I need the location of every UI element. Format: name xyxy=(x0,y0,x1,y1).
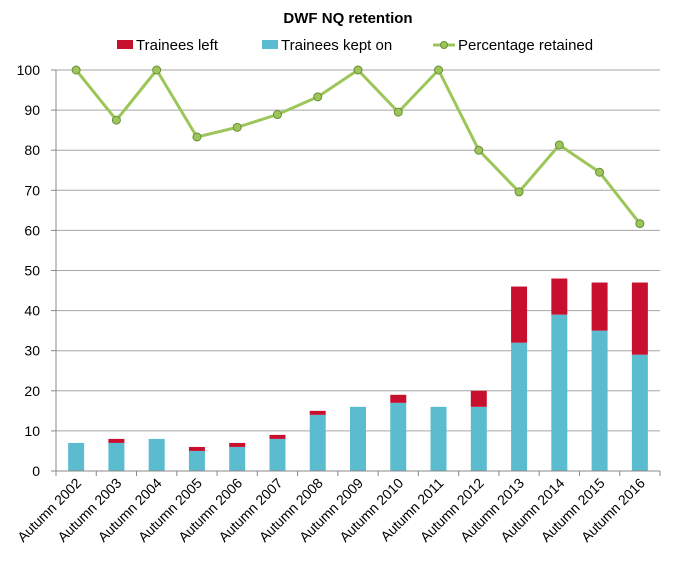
legend-label-trainees-left: Trainees left xyxy=(136,37,219,54)
y-tick-label: 60 xyxy=(24,222,40,238)
legend-swatch-trainees-left xyxy=(117,40,133,49)
percentage-point xyxy=(111,115,121,125)
bar-trainees-kept-on xyxy=(309,414,326,471)
y-tick-label: 40 xyxy=(24,303,40,319)
y-tick-label: 80 xyxy=(24,142,40,158)
legend-item-percentage-retained: Percentage retained xyxy=(433,37,593,54)
bar-trainees-left xyxy=(591,282,608,331)
percentage-point xyxy=(595,167,605,177)
percentage-point xyxy=(71,65,81,75)
y-tick-label: 0 xyxy=(32,463,40,479)
bar-trainees-left xyxy=(511,286,528,343)
legend-label-trainees-kept-on: Trainees kept on xyxy=(281,37,392,54)
bar-trainees-kept-on xyxy=(511,342,528,471)
percentage-point xyxy=(635,219,645,229)
bar-trainees-left xyxy=(269,434,286,439)
chart-title: DWF NQ retention xyxy=(283,10,412,27)
percentage-point xyxy=(393,107,403,117)
y-tick-label: 20 xyxy=(24,383,40,399)
y-tick-label: 100 xyxy=(17,62,41,78)
bar-trainees-kept-on xyxy=(470,406,487,471)
percentage-point xyxy=(192,132,202,142)
legend: Trainees left Trainees kept on Percentag… xyxy=(117,37,593,54)
percentage-point xyxy=(232,122,242,132)
bar-trainees-kept-on xyxy=(591,330,608,471)
bar-trainees-left xyxy=(390,394,407,403)
bar-trainees-left xyxy=(188,446,205,451)
percentage-point xyxy=(313,92,323,102)
bar-trainees-kept-on xyxy=(390,402,407,471)
legend-marker-percentage-retained xyxy=(440,41,448,49)
legend-label-percentage-retained: Percentage retained xyxy=(458,37,593,54)
legend-swatch-trainees-kept-on xyxy=(262,40,278,49)
bar-trainees-kept-on xyxy=(188,450,205,471)
bar-trainees-left xyxy=(309,410,326,415)
bar-trainees-left xyxy=(108,438,125,443)
y-tick-label: 30 xyxy=(24,343,40,359)
bar-trainees-kept-on xyxy=(108,442,125,471)
percentage-line-layer xyxy=(71,65,645,229)
legend-item-trainees-left: Trainees left xyxy=(117,37,219,54)
bar-trainees-left xyxy=(631,282,648,355)
bar-trainees-kept-on xyxy=(430,406,447,471)
bar-trainees-left xyxy=(229,442,246,447)
bar-trainees-kept-on xyxy=(68,442,85,471)
percentage-point xyxy=(434,65,444,75)
bar-trainees-kept-on xyxy=(229,446,246,471)
percentage-point xyxy=(554,140,564,150)
bars xyxy=(68,278,648,471)
gridlines xyxy=(56,69,660,432)
y-tick-label: 90 xyxy=(24,102,40,118)
y-tick-label: 70 xyxy=(24,182,40,198)
bar-trainees-left xyxy=(551,278,568,315)
legend-item-trainees-kept-on: Trainees kept on xyxy=(262,37,392,54)
percentage-point xyxy=(272,110,282,120)
bar-trainees-kept-on xyxy=(269,438,286,471)
y-tick-label: 10 xyxy=(24,423,40,439)
percentage-point xyxy=(152,65,162,75)
percentage-point xyxy=(353,65,363,75)
bar-trainees-kept-on xyxy=(148,438,165,471)
percentage-point xyxy=(514,187,524,197)
bar-trainees-left xyxy=(470,390,487,407)
bar-trainees-kept-on xyxy=(631,354,648,471)
y-axis: 0 10 20 30 40 50 60 70 80 90 100 xyxy=(17,62,57,479)
bar-trainees-kept-on xyxy=(350,406,366,471)
bar-trainees-kept-on xyxy=(551,314,568,471)
percentage-point xyxy=(474,145,484,155)
y-tick-label: 50 xyxy=(24,263,40,279)
